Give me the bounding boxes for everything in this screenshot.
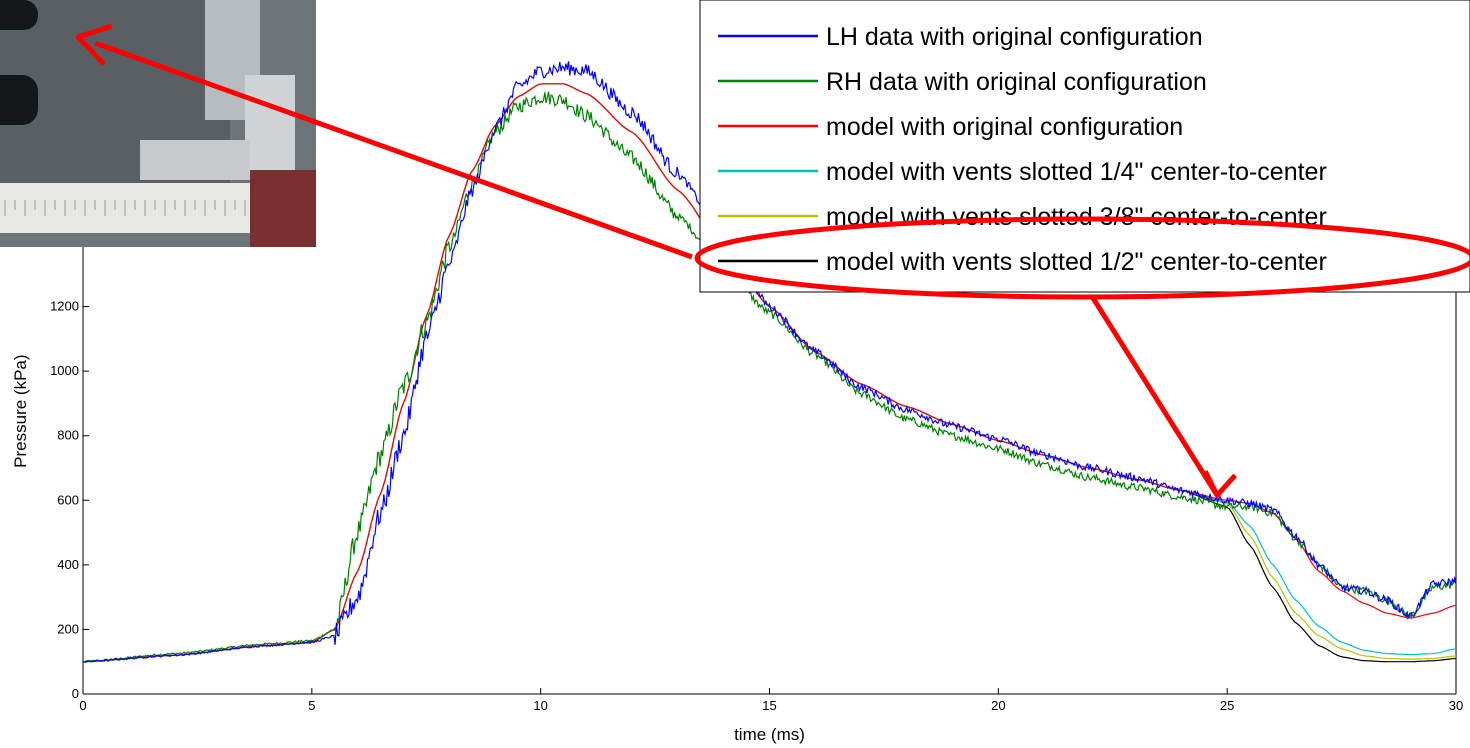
legend: LH data with original configuration RH da… — [699, 0, 1470, 293]
legend-box — [699, 0, 1470, 293]
x-tick-label: 30 — [1449, 698, 1463, 713]
legend-label: model with vents slotted 1/4" center-to-… — [826, 158, 1327, 186]
inset-photo — [0, 0, 316, 247]
callout-annotation — [75, 23, 1470, 498]
series-line — [82, 91, 1457, 663]
inset-fitting — [245, 75, 295, 170]
legend-label: LH data with original configuration — [826, 23, 1203, 51]
legend-label: RH data with original configuration — [826, 68, 1207, 96]
x-tick-label: 20 — [991, 698, 1005, 713]
x-tick-label: 15 — [762, 698, 776, 713]
x-axis-label: time (ms) — [734, 725, 805, 744]
y-tick-label: 1000 — [50, 363, 79, 378]
arrowhead-inset — [75, 23, 113, 66]
highlight-ellipse — [694, 216, 1470, 300]
y-tick-label: 400 — [57, 557, 79, 572]
series-line — [82, 61, 1457, 664]
y-tick-label: 600 — [57, 492, 79, 507]
x-tick-label: 5 — [308, 698, 315, 713]
arrow-to-curve — [1090, 296, 1220, 497]
x-tick-label: 25 — [1220, 698, 1234, 713]
y-axis-label: Pressure (kPa) — [11, 354, 30, 467]
arrow-to-inset — [94, 40, 693, 260]
inset-fitting — [140, 140, 250, 180]
series-lines — [82, 61, 1457, 664]
inset-slot — [0, 75, 38, 125]
x-tick-label: 0 — [79, 698, 86, 713]
y-tick-label: 0 — [72, 686, 79, 701]
legend-label: model with original configuration — [826, 113, 1183, 141]
arrowhead-curve — [1202, 470, 1238, 498]
y-tick-label: 800 — [57, 428, 79, 443]
y-tick-label: 200 — [57, 621, 79, 636]
x-tick-label: 10 — [533, 698, 547, 713]
legend-label: model with vents slotted 1/2" center-to-… — [826, 248, 1327, 276]
y-tick-label: 1200 — [50, 299, 79, 314]
inset-slot — [0, 0, 38, 30]
inset-hose — [250, 170, 316, 247]
